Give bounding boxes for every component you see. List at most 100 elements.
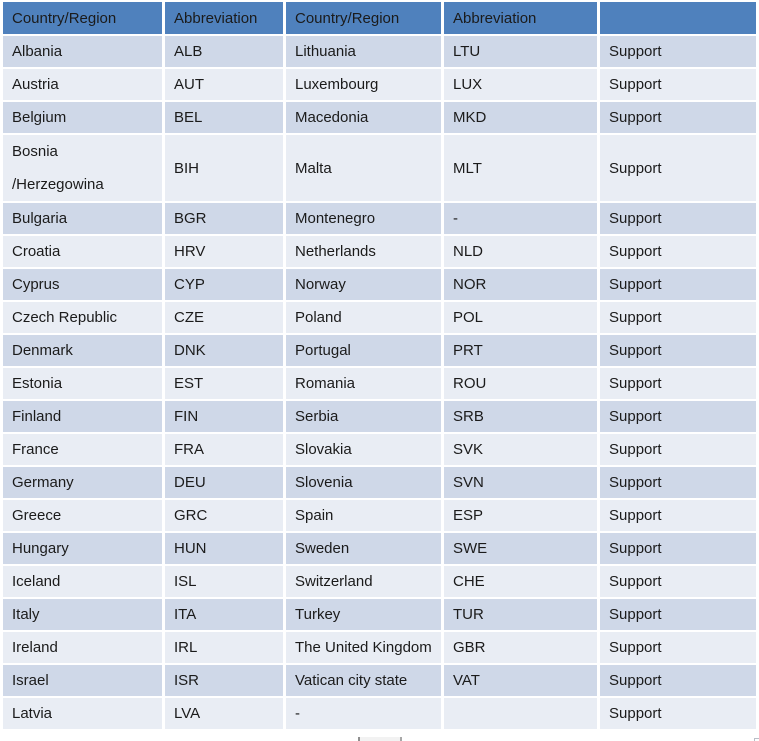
abbr-cell: GBR <box>444 632 597 663</box>
table-row: Germany DEU Slovenia SVN Support <box>3 467 756 498</box>
country-cell: Israel <box>3 665 162 696</box>
country-cell: Cyprus <box>3 269 162 300</box>
support-cell: Support <box>600 665 756 696</box>
abbr-cell: SVN <box>444 467 597 498</box>
abbr-cell: LUX <box>444 69 597 100</box>
table-row: Austria AUT Luxembourg LUX Support <box>3 69 756 100</box>
abbr-cell: ESP <box>444 500 597 531</box>
abbr-cell: DNK <box>165 335 283 366</box>
country-cell: Slovenia <box>286 467 441 498</box>
abbr-cell: ISR <box>165 665 283 696</box>
country-cell: Bosnia /Herzegowina <box>3 135 162 201</box>
abbr-cell: LTU <box>444 36 597 67</box>
country-cell: Denmark <box>3 335 162 366</box>
abbr-cell: LVA <box>165 698 283 729</box>
table-row: France FRA Slovakia SVK Support <box>3 434 756 465</box>
support-cell: Support <box>600 203 756 234</box>
country-cell: Greece <box>3 500 162 531</box>
abbr-cell: HRV <box>165 236 283 267</box>
table-row: Finland FIN Serbia SRB Support <box>3 401 756 432</box>
support-cell: Support <box>600 467 756 498</box>
country-cell: Switzerland <box>286 566 441 597</box>
country-cell: Turkey <box>286 599 441 630</box>
support-cell: Support <box>600 698 756 729</box>
abbr-cell: ROU <box>444 368 597 399</box>
support-cell: Support <box>600 236 756 267</box>
header-blank <box>600 2 756 34</box>
support-cell: Support <box>600 401 756 432</box>
table-row: Greece GRC Spain ESP Support <box>3 500 756 531</box>
abbr-cell: CYP <box>165 269 283 300</box>
abbr-cell: SRB <box>444 401 597 432</box>
country-cell: Romania <box>286 368 441 399</box>
abbr-cell: NOR <box>444 269 597 300</box>
country-cell: Spain <box>286 500 441 531</box>
country-cell: Germany <box>3 467 162 498</box>
abbr-cell: PRT <box>444 335 597 366</box>
support-cell: Support <box>600 599 756 630</box>
country-cell: Finland <box>3 401 162 432</box>
country-cell: France <box>3 434 162 465</box>
country-cell: Vatican city state <box>286 665 441 696</box>
table-row: Italy ITA Turkey TUR Support <box>3 599 756 630</box>
table-row: Ireland IRL The United Kingdom GBR Support <box>3 632 756 663</box>
abbr-cell: IRL <box>165 632 283 663</box>
table-row: Bulgaria BGR Montenegro - Support <box>3 203 756 234</box>
country-cell: Luxembourg <box>286 69 441 100</box>
abbr-cell: MKD <box>444 102 597 133</box>
abbr-cell: VAT <box>444 665 597 696</box>
country-cell: Serbia <box>286 401 441 432</box>
abbr-cell: MLT <box>444 135 597 201</box>
country-cell: Portugal <box>286 335 441 366</box>
abbr-cell: POL <box>444 302 597 333</box>
header-country-region-2: Country/Region <box>286 2 441 34</box>
table-row: Croatia HRV Netherlands NLD Support <box>3 236 756 267</box>
country-cell: Poland <box>286 302 441 333</box>
abbr-cell: TUR <box>444 599 597 630</box>
country-cell: Sweden <box>286 533 441 564</box>
abbr-cell: BEL <box>165 102 283 133</box>
header-abbreviation-2: Abbreviation <box>444 2 597 34</box>
table-row: Cyprus CYP Norway NOR Support <box>3 269 756 300</box>
abbr-cell: BGR <box>165 203 283 234</box>
country-cell: Malta <box>286 135 441 201</box>
table-row: Bosnia /Herzegowina BIH Malta MLT Support <box>3 135 756 201</box>
country-cell: - <box>286 698 441 729</box>
abbr-cell: NLD <box>444 236 597 267</box>
support-cell: Support <box>600 102 756 133</box>
abbr-cell: CZE <box>165 302 283 333</box>
table-header: Country/Region Abbreviation Country/Regi… <box>3 2 756 34</box>
table-row: Denmark DNK Portugal PRT Support <box>3 335 756 366</box>
country-cell: Iceland <box>3 566 162 597</box>
table-row: Albania ALB Lithuania LTU Support <box>3 36 756 67</box>
horizontal-scrollbar-thumb[interactable] <box>358 737 402 741</box>
abbr-cell: GRC <box>165 500 283 531</box>
support-cell: Support <box>600 335 756 366</box>
table-row: Iceland ISL Switzerland CHE Support <box>3 566 756 597</box>
support-cell: Support <box>600 269 756 300</box>
abbr-cell: EST <box>165 368 283 399</box>
header-row: Country/Region Abbreviation Country/Regi… <box>3 2 756 34</box>
country-cell: The United Kingdom <box>286 632 441 663</box>
support-cell: Support <box>600 632 756 663</box>
country-cell: Austria <box>3 69 162 100</box>
country-cell: Albania <box>3 36 162 67</box>
abbr-cell: SWE <box>444 533 597 564</box>
country-cell: Lithuania <box>286 36 441 67</box>
abbr-cell: CHE <box>444 566 597 597</box>
support-cell: Support <box>600 69 756 100</box>
abbr-cell: FIN <box>165 401 283 432</box>
support-cell: Support <box>600 368 756 399</box>
support-cell: Support <box>600 36 756 67</box>
abbr-cell: DEU <box>165 467 283 498</box>
table-row: Belgium BEL Macedonia MKD Support <box>3 102 756 133</box>
country-cell: Estonia <box>3 368 162 399</box>
table-body: Albania ALB Lithuania LTU Support Austria AUT L… <box>3 36 756 729</box>
table-row: Latvia LVA - Support <box>3 698 756 729</box>
abbr-cell: SVK <box>444 434 597 465</box>
abbr-cell: ALB <box>165 36 283 67</box>
resize-corner-mark <box>754 738 759 741</box>
country-cell: Croatia <box>3 236 162 267</box>
